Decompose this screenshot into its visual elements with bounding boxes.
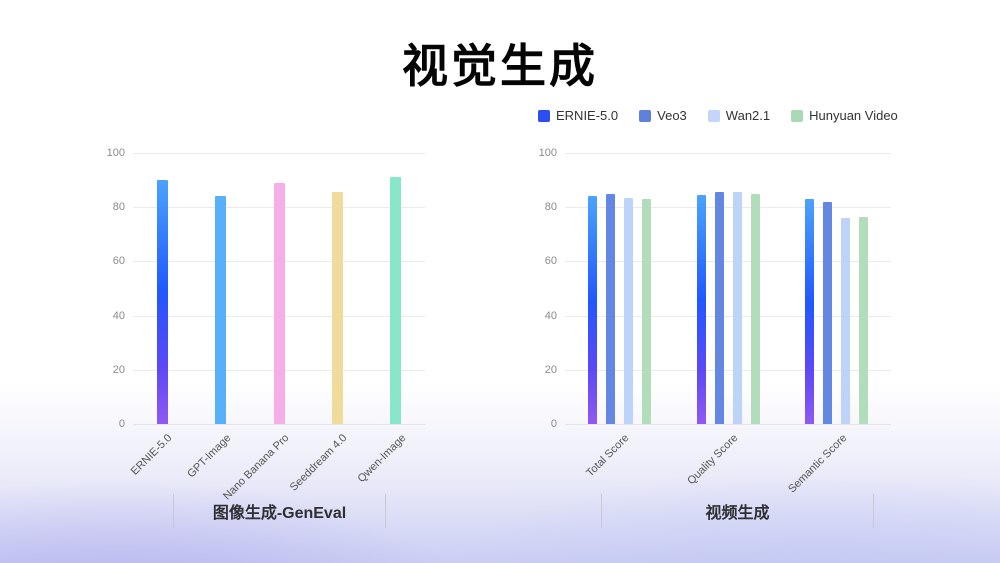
bar bbox=[587, 196, 597, 424]
bar bbox=[696, 195, 706, 424]
bar bbox=[605, 193, 615, 424]
legend-item: Hunyuan Video bbox=[791, 108, 898, 123]
bar bbox=[823, 201, 833, 424]
legend-label: ERNIE-5.0 bbox=[556, 108, 619, 123]
y-axis-tick-label: 0 bbox=[550, 418, 557, 430]
chart-image-generation: 0 20 40 60 80 100 ERNIE-5.0 GPT-Image Nano Banan… bbox=[107, 147, 425, 502]
bar bbox=[156, 180, 168, 424]
bar bbox=[331, 192, 343, 424]
y-axis-tick-label: 60 bbox=[544, 255, 557, 268]
legend-swatch-icon bbox=[791, 109, 804, 122]
legend-label: Veo3 bbox=[657, 108, 687, 123]
legend-swatch-icon bbox=[639, 109, 652, 122]
grid-line bbox=[565, 261, 891, 263]
caption-image-generation: 图像生成-GenEval bbox=[173, 494, 386, 528]
grid-line bbox=[565, 207, 891, 209]
legend-label: Hunyuan Video bbox=[809, 108, 898, 123]
legend-item: Wan2.1 bbox=[707, 108, 771, 123]
caption-left-label: 图像生成-GenEval bbox=[212, 505, 347, 522]
y-axis-tick-label: 60 bbox=[112, 255, 125, 268]
bar bbox=[750, 193, 760, 424]
bar bbox=[215, 196, 227, 424]
bar bbox=[623, 197, 633, 424]
y-axis-tick-label: 40 bbox=[544, 309, 557, 322]
y-axis-tick-label: 40 bbox=[112, 309, 125, 322]
legend-item: ERNIE-5.0 bbox=[538, 108, 618, 123]
grid-line bbox=[133, 424, 425, 425]
bar bbox=[714, 192, 724, 424]
bar bbox=[805, 199, 815, 424]
grid-line bbox=[565, 315, 891, 317]
grid-line bbox=[565, 369, 891, 371]
legend-item: Veo3 bbox=[639, 108, 687, 123]
grid-line bbox=[565, 424, 891, 425]
caption-right-label: 视频生成 bbox=[705, 505, 770, 522]
caption-video-generation: 视频生成 bbox=[601, 494, 874, 528]
legend: ERNIE-5.0 Veo3 Wan2.1 Hunyuan Video bbox=[538, 108, 898, 123]
y-axis-tick-label: 100 bbox=[106, 147, 125, 159]
bar bbox=[841, 218, 851, 424]
y-axis-tick-label: 20 bbox=[544, 363, 557, 376]
y-axis-tick-label: 80 bbox=[544, 201, 557, 214]
y-axis-tick-label: 80 bbox=[112, 201, 125, 214]
legend-swatch-icon bbox=[707, 109, 720, 122]
grid-line bbox=[565, 153, 891, 154]
y-axis-tick-label: 20 bbox=[112, 363, 125, 376]
y-axis-tick-label: 100 bbox=[538, 147, 557, 159]
legend-swatch-icon bbox=[538, 109, 550, 122]
chart-video-generation: 0 20 40 60 80 100 Total Score Quality Score Sema… bbox=[539, 147, 891, 495]
legend-label: Wan2.1 bbox=[725, 108, 771, 123]
bar bbox=[273, 182, 285, 424]
page-title: 视觉生成 bbox=[402, 40, 598, 92]
y-axis-tick-label: 0 bbox=[118, 418, 125, 430]
bar bbox=[732, 192, 742, 424]
bar bbox=[390, 177, 402, 424]
bar bbox=[859, 216, 869, 424]
bar bbox=[641, 199, 651, 424]
grid-line bbox=[133, 153, 425, 154]
